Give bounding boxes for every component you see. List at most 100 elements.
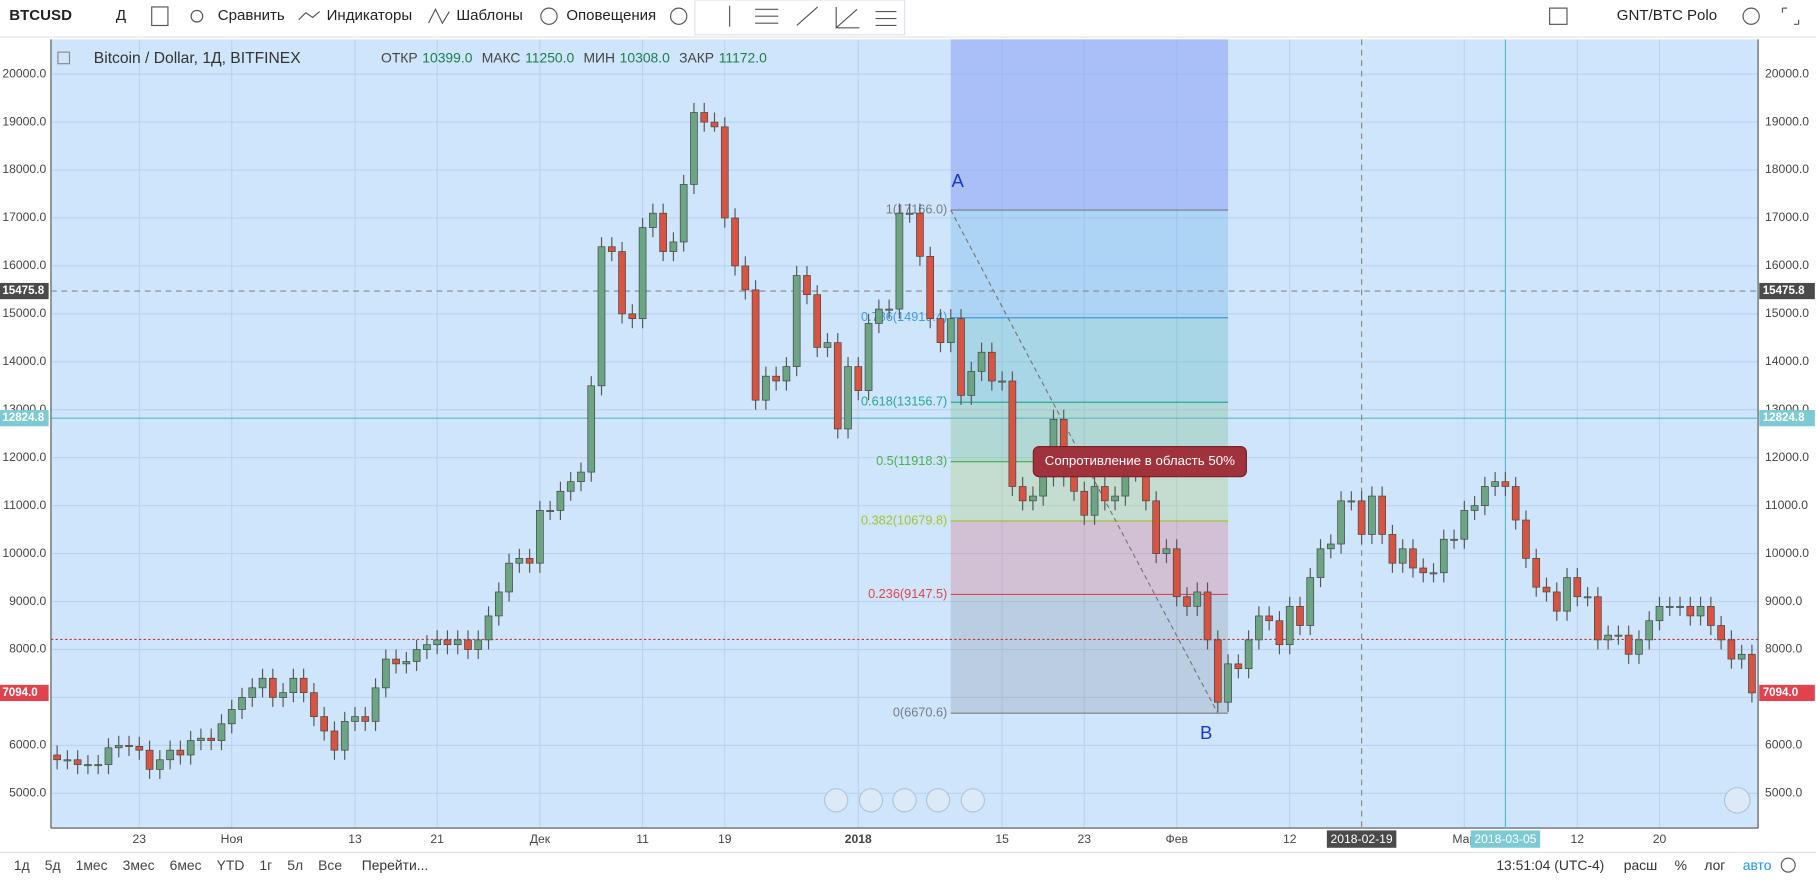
x-label: 2018-03-05 xyxy=(1474,832,1536,846)
layout-icon[interactable] xyxy=(1549,7,1568,25)
range-button[interactable]: 5д xyxy=(45,857,61,873)
scale-option[interactable]: лог xyxy=(1704,857,1725,873)
candle-body xyxy=(63,759,72,762)
y-tick-label: 18000.0 xyxy=(2,162,46,176)
candle-body xyxy=(1265,615,1273,622)
candle-body xyxy=(1029,495,1037,502)
scale-option[interactable]: авто xyxy=(1743,857,1772,873)
price-label-box xyxy=(0,282,49,300)
candle-body xyxy=(844,366,852,430)
x-tick-label: 12 xyxy=(1571,832,1585,846)
candle-body xyxy=(1357,500,1366,535)
replay-icon[interactable] xyxy=(669,7,688,25)
point-label: B xyxy=(1200,722,1212,743)
interval[interactable]: Д xyxy=(116,7,126,24)
candle-body xyxy=(1234,663,1243,670)
indicators-icon[interactable] xyxy=(298,11,321,21)
indicators[interactable]: Индикаторы xyxy=(327,7,413,24)
layout-name[interactable]: GNT/BTC Polo xyxy=(1617,7,1717,24)
candle-body xyxy=(1439,538,1448,574)
symbol[interactable]: BTCUSD xyxy=(9,7,72,24)
candle-body xyxy=(1717,625,1725,641)
candle-body xyxy=(1573,577,1582,598)
settings-icon[interactable] xyxy=(1742,7,1760,25)
y-tick-label-right: 6000.0 xyxy=(1765,738,1802,752)
candle-body xyxy=(720,126,729,219)
y-tick-label: 16000.0 xyxy=(2,258,46,272)
candle-body xyxy=(916,212,924,257)
legend-value: 10399.0 xyxy=(422,50,472,66)
compare-icon[interactable] xyxy=(190,9,204,23)
nav-button[interactable] xyxy=(925,788,951,813)
alerts[interactable]: Оповещения xyxy=(566,7,656,24)
candle-body xyxy=(84,764,92,767)
nav-button[interactable] xyxy=(858,788,884,813)
annotation-box xyxy=(1032,445,1247,478)
candle-body xyxy=(1583,596,1592,599)
plot-background xyxy=(50,39,1759,829)
candle-body xyxy=(536,510,544,564)
candle-body xyxy=(1183,596,1191,607)
trend-tool[interactable] xyxy=(796,6,819,26)
candle-icon[interactable] xyxy=(151,6,169,27)
candle-body xyxy=(1429,572,1438,575)
point-label: A xyxy=(952,170,965,191)
candle-body xyxy=(433,639,441,646)
scale-option[interactable]: % xyxy=(1675,857,1687,873)
range-button[interactable]: 1г xyxy=(259,857,272,873)
scale-option[interactable]: расш xyxy=(1624,857,1658,873)
y-tick-label: 6000.0 xyxy=(9,738,46,752)
y-tick-label-right: 16000.0 xyxy=(1765,258,1809,272)
candle-body xyxy=(1532,558,1541,588)
x-tick-label: 11 xyxy=(636,832,649,846)
candle-body xyxy=(936,318,945,343)
price-label-box xyxy=(0,410,49,427)
pitchfork-tool[interactable] xyxy=(875,11,897,27)
candle-body xyxy=(1224,663,1232,703)
price-label-box xyxy=(0,684,49,702)
legend-value: 11172.0 xyxy=(719,50,767,66)
y-tick-label-right: 8000.0 xyxy=(1765,642,1802,656)
fib-tool[interactable] xyxy=(755,8,779,24)
candle-body xyxy=(381,658,390,689)
range-button[interactable]: 1мес xyxy=(76,857,108,873)
x-tick-label: Фев xyxy=(1165,832,1187,846)
templates[interactable]: Шаблоны xyxy=(456,7,523,24)
fib-top-zone xyxy=(950,39,1229,211)
candle-body xyxy=(1172,548,1181,598)
candle-body xyxy=(464,639,472,650)
nav-button[interactable] xyxy=(824,788,849,813)
fullscreen-icon[interactable] xyxy=(1781,7,1800,25)
range-button[interactable]: 6мес xyxy=(170,857,202,873)
range-button[interactable]: YTD xyxy=(217,857,245,873)
alerts-icon[interactable] xyxy=(540,7,558,25)
candle-body xyxy=(607,246,616,252)
nav-button[interactable] xyxy=(960,788,986,813)
candle-body xyxy=(1100,486,1109,502)
candle-body xyxy=(402,661,411,665)
range-button[interactable]: 3мес xyxy=(123,857,155,873)
templates-icon[interactable] xyxy=(428,7,450,25)
legend-title: Bitcoin / Dollar, 1Д, BITFINEX xyxy=(94,50,301,67)
candle-body xyxy=(1378,495,1386,535)
candle-body xyxy=(515,558,524,564)
candle-body xyxy=(289,677,298,693)
candle-body xyxy=(176,749,185,756)
range-button[interactable]: Все xyxy=(318,857,342,873)
range-button[interactable]: 1д xyxy=(14,857,30,873)
candle-body xyxy=(453,639,462,646)
fib-label: 0.786(14919.4) xyxy=(861,309,947,324)
candle-body xyxy=(1481,486,1489,507)
goto-button[interactable]: Перейти... xyxy=(362,857,429,873)
gann-tool[interactable] xyxy=(835,6,860,29)
y-tick-label: 5000.0 xyxy=(9,786,46,800)
nav-button[interactable] xyxy=(892,788,917,813)
range-button[interactable]: 5л xyxy=(287,857,303,873)
candle-body xyxy=(957,318,965,396)
chart-settings[interactable] xyxy=(1780,857,1796,873)
candle-body xyxy=(649,212,657,228)
candle-body xyxy=(977,351,986,372)
scroll-button[interactable] xyxy=(1723,786,1751,814)
compare[interactable]: Сравнить xyxy=(218,7,285,24)
candle-body xyxy=(330,730,339,751)
